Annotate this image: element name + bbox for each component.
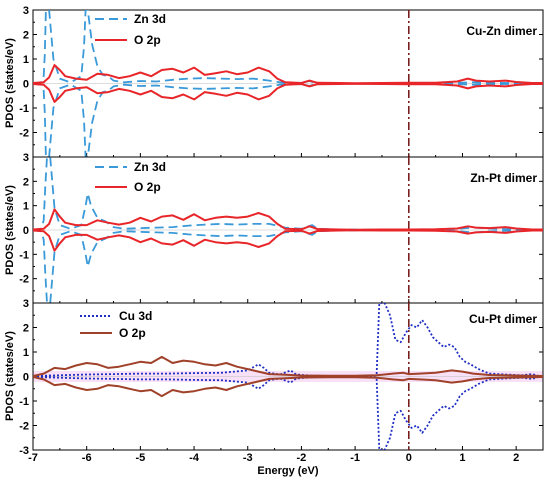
legend: Zn 3d O 2p (95, 12, 166, 47)
y-tick-label: -1 (19, 249, 29, 261)
y-tick-label: -2 (19, 274, 29, 286)
panel-cu-pt-dimer: -3 -2 -1 0 1 2 3 Cu-Pt dimer Cu 3d O 2p (19, 298, 544, 457)
x-tick-label: -2 (297, 452, 307, 464)
y-tick-label: 2 (23, 176, 29, 188)
y-tick-label: 1 (23, 347, 29, 359)
y-tick-label: 2 (23, 30, 29, 42)
x-tick-label: -7 (28, 452, 38, 464)
y-tick-label: 0 (23, 372, 29, 384)
y-tick-label: -1 (19, 396, 29, 408)
panel-label: Cu-Pt dimer (469, 312, 537, 326)
legend-label-zn-3d: Zn 3d (134, 160, 166, 174)
y-tick-label: -2 (19, 128, 29, 140)
series-o-2p-spin-down (33, 82, 543, 103)
y-tick-label: 3 (23, 5, 29, 17)
x-tick-label: -1 (350, 452, 360, 464)
x-tick-label: -4 (189, 452, 200, 464)
x-tick-label: 2 (513, 452, 519, 464)
legend-label-o-2p: O 2p (134, 180, 161, 194)
y-axis-title-bottom: PDOS (states/eV) (4, 331, 16, 421)
panel-label: Zn-Pt dimer (470, 171, 537, 185)
x-tick-label: -5 (135, 452, 145, 464)
series-zn-3d-spin-down (33, 82, 543, 157)
legend-label-zn-3d: Zn 3d (134, 12, 166, 26)
x-axis: -7 -6 -5 -4 -3 -2 -1 0 1 2 (28, 452, 519, 464)
x-tick-label: -3 (243, 452, 253, 464)
panel-label: Cu-Zn dimer (466, 24, 537, 38)
panel-cu-zn-dimer: -2 -1 0 1 2 3 Cu-Zn dimer Zn 3d O 2p (19, 5, 544, 158)
series-o-2p-spin-up (33, 64, 543, 85)
series-o-2p-spin-up (33, 208, 543, 231)
legend-label-o-2p: O 2p (134, 33, 161, 47)
y-axis-title-top: PDOS (states/eV) (4, 38, 16, 128)
legend-label-o-2p: O 2p (119, 326, 146, 340)
y-tick-label: 0 (23, 225, 29, 237)
pdos-curves (33, 157, 543, 303)
y-tick-label: 1 (23, 54, 29, 66)
y-tick-label: 2 (23, 323, 29, 335)
y-tick-label: 3 (23, 152, 29, 164)
x-axis-title: Energy (eV) (257, 465, 318, 477)
y-tick-label: -3 (19, 445, 29, 457)
y-tick-label: 1 (23, 201, 29, 213)
panel-zn-pt-dimer: -2 -1 0 1 2 3 Zn-Pt dimer Zn 3d O 2p (19, 152, 544, 304)
y-tick-label: 0 (23, 79, 29, 91)
series-o-2p-spin-down (33, 376, 543, 398)
legend: Zn 3d O 2p (95, 160, 166, 194)
x-tick-label: -6 (82, 452, 92, 464)
legend: Cu 3d O 2p (80, 309, 152, 340)
series-cu-3d-spin-down (33, 375, 543, 450)
series-zn-3d-spin-down (33, 229, 543, 303)
legend-label-cu-3d: Cu 3d (119, 309, 152, 323)
y-tick-label: 3 (23, 298, 29, 310)
y-tick-label: -1 (19, 103, 29, 115)
y-tick-label: -2 (19, 421, 29, 433)
series-zn-3d-spin-up (33, 10, 543, 85)
pdos-curves (33, 10, 543, 157)
series-cu-3d-spin-up (33, 303, 543, 378)
x-tick-label: 1 (459, 452, 465, 464)
series-o-2p-spin-down (33, 229, 543, 252)
pdos-curves (33, 303, 543, 450)
y-axis-title-middle: PDOS (states/eV) (4, 185, 16, 275)
series-o-2p-spin-up (33, 355, 543, 377)
x-tick-label: 0 (406, 452, 412, 464)
